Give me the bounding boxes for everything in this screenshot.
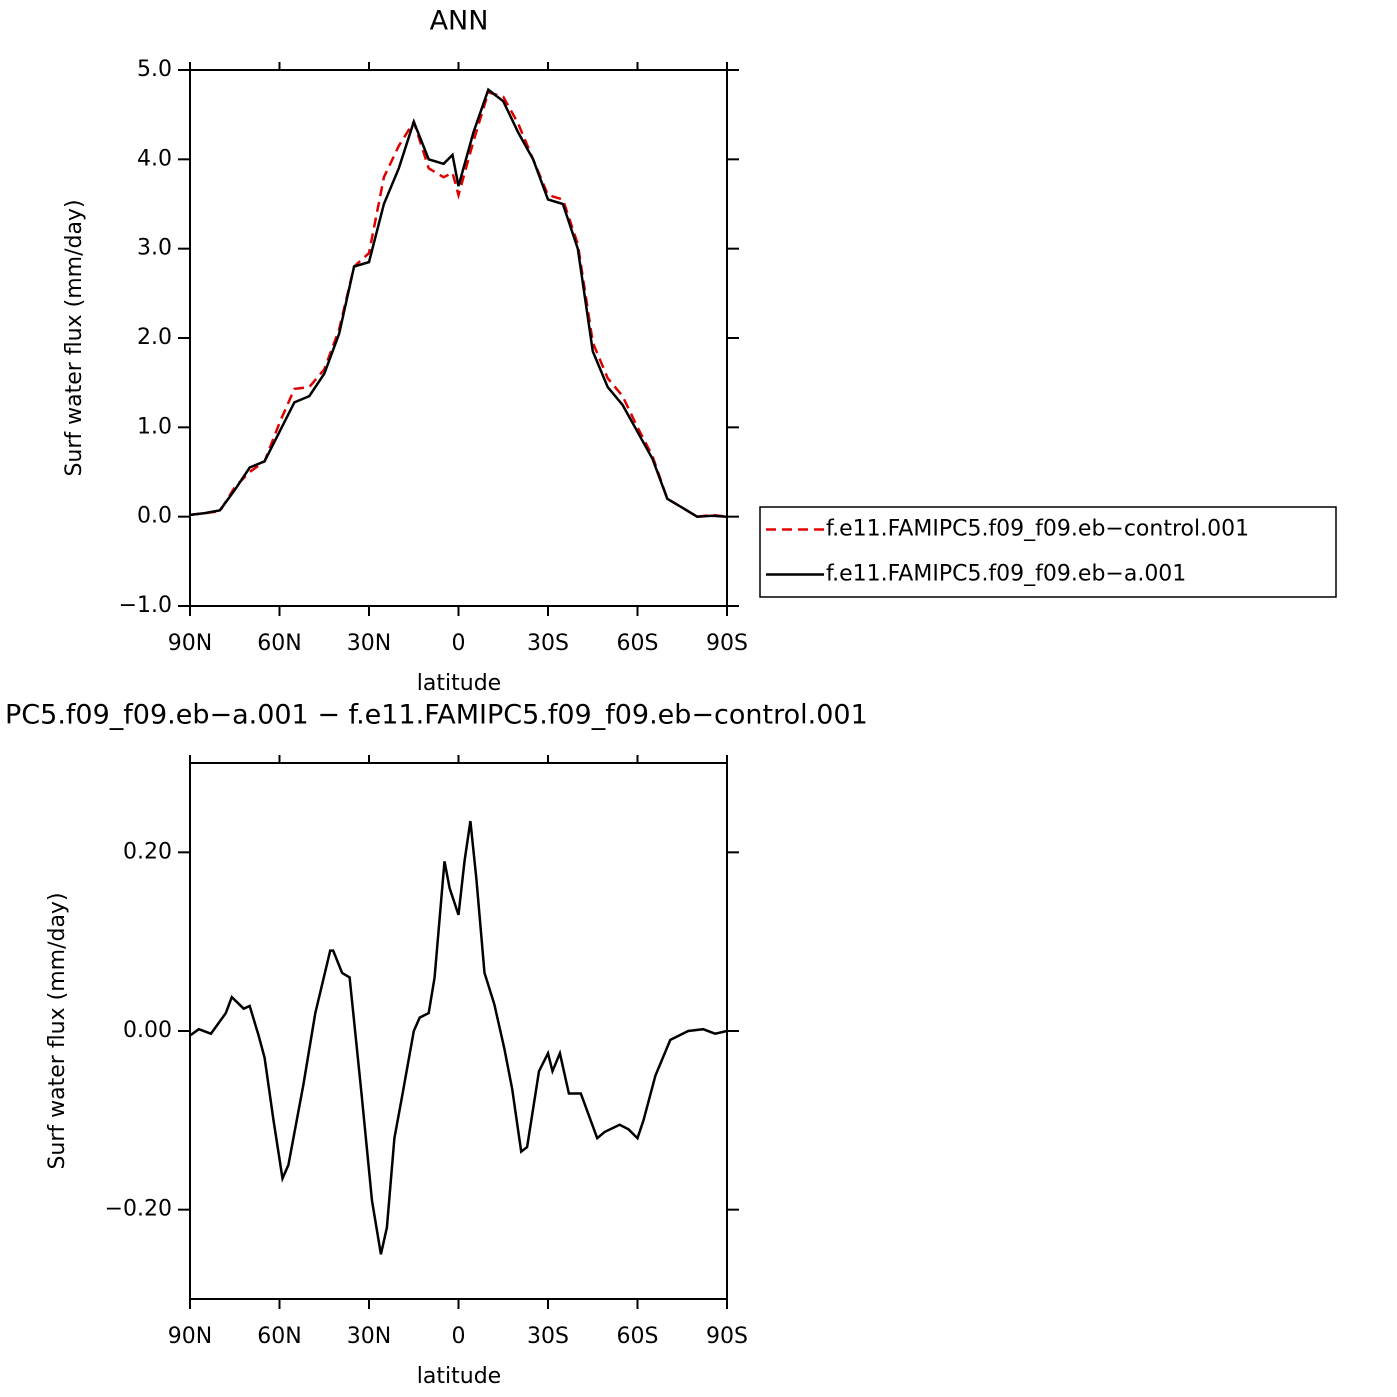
plot-frame <box>189 762 728 1300</box>
x-tick-label: 30N <box>347 1324 391 1349</box>
x-axis-label: latitude <box>417 671 501 696</box>
y-tick-label: 2.0 <box>137 325 172 350</box>
x-tick-label: 60N <box>257 1324 301 1349</box>
y-tick-label: 0.20 <box>123 839 172 864</box>
x-tick-label: 30S <box>527 631 569 656</box>
chart-title: PC5.f09_f09.eb−a.001 − f.e11.FAMIPC5.f09… <box>5 700 868 731</box>
x-tick-label: 0 <box>452 1324 466 1349</box>
legend-label: f.e11.FAMIPC5.f09_f09.eb−control.001 <box>826 517 1249 542</box>
chart-title: ANN <box>430 6 489 37</box>
x-tick-label: 30S <box>527 1324 569 1349</box>
legend-label: f.e11.FAMIPC5.f09_f09.eb−a.001 <box>826 562 1186 587</box>
plot-frame <box>189 69 728 607</box>
y-tick-label: −0.20 <box>105 1197 172 1222</box>
y-tick-label: 0.00 <box>123 1018 172 1043</box>
x-tick-label: 60S <box>617 631 659 656</box>
data-line <box>189 87 728 518</box>
y-tick-label: 4.0 <box>137 146 172 171</box>
y-axis-label: Surf water flux (mm/day) <box>62 199 87 476</box>
data-line <box>189 90 728 518</box>
y-axis-label: Surf water flux (mm/day) <box>45 892 70 1169</box>
x-tick-label: 90N <box>168 1324 212 1349</box>
x-tick-label: 90N <box>168 631 212 656</box>
x-tick-label: 30N <box>347 631 391 656</box>
x-tick-label: 90S <box>706 631 748 656</box>
x-tick-label: 0 <box>452 631 466 656</box>
y-tick-label: 3.0 <box>137 236 172 261</box>
x-axis-label: latitude <box>417 1364 501 1389</box>
data-line <box>189 820 728 1255</box>
y-tick-label: 0.0 <box>137 504 172 529</box>
x-tick-label: 60S <box>617 1324 659 1349</box>
y-tick-label: −1.0 <box>119 593 172 618</box>
legend-box <box>759 506 1337 598</box>
y-tick-label: 5.0 <box>137 57 172 82</box>
x-tick-label: 90S <box>706 1324 748 1349</box>
x-tick-label: 60N <box>257 631 301 656</box>
y-tick-label: 1.0 <box>137 414 172 439</box>
